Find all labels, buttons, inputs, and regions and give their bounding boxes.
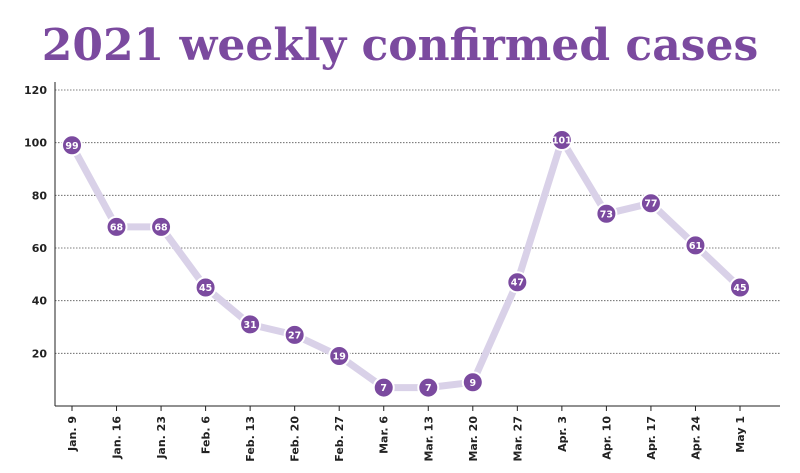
data-point-15: [729, 276, 751, 299]
data-point-4: [239, 313, 262, 336]
data-point-14: [684, 234, 707, 257]
x-tick-label-0: Jan. 9: [66, 416, 79, 452]
data-label-8: 7: [425, 383, 432, 394]
y-tick-label-40: 40: [32, 295, 48, 308]
data-label-6: 19: [333, 351, 346, 362]
series-line: [68, 136, 744, 392]
x-tick-label-8: Mar. 13: [422, 416, 435, 462]
x-tick-label-4: Feb. 13: [244, 416, 257, 462]
y-tick-label-60: 60: [32, 242, 48, 255]
x-tick-label-14: Apr. 24: [689, 416, 702, 460]
data-point-1: [105, 215, 128, 238]
data-point-5: [283, 323, 306, 346]
x-tick-label-2: Jan. 23: [155, 416, 168, 460]
data-label-10: 47: [511, 278, 524, 289]
y-tick-label-100: 100: [24, 137, 47, 150]
data-label-1: 68: [110, 222, 124, 233]
data-point-11: [550, 129, 573, 152]
data-point-10: [506, 271, 529, 294]
data-label-0: 99: [65, 141, 78, 152]
data-label-3: 45: [199, 283, 212, 294]
data-point-0: [61, 134, 83, 157]
x-tick-label-15: May 1: [734, 416, 747, 453]
data-point-8: [417, 376, 440, 399]
data-point-6: [328, 344, 351, 367]
y-tick-label-80: 80: [32, 189, 48, 202]
data-label-14: 61: [689, 241, 702, 252]
x-tick-label-10: Mar. 27: [511, 416, 524, 462]
data-label-13: 77: [644, 199, 657, 210]
data-label-9: 9: [469, 378, 476, 389]
x-tick-label-6: Feb. 27: [333, 416, 346, 462]
axes: [54, 82, 780, 411]
x-tick-label-3: Feb. 6: [200, 416, 213, 454]
data-point-3: [194, 276, 217, 299]
data-point-2: [150, 215, 173, 238]
data-label-12: 73: [600, 209, 613, 220]
x-tick-label-11: Apr. 3: [556, 416, 569, 452]
y-tick-label-120: 120: [24, 84, 47, 97]
x-tick-labels: Jan. 9 Jan. 16 Jan. 23 Feb. 6 Feb. 13 Feb. 20…: [66, 416, 747, 462]
data-point-7: [372, 376, 395, 399]
data-label-2: 68: [154, 222, 168, 233]
data-label-11: 101: [552, 136, 572, 147]
x-tick-label-12: Apr. 10: [600, 416, 613, 460]
x-tick-label-1: Jan. 16: [111, 416, 124, 460]
data-label-4: 31: [244, 320, 257, 331]
chart-title: 2021 weekly confirmed cases: [41, 20, 759, 71]
data-point-13: [639, 192, 662, 215]
y-tick-labels: 20 40 60 80 100 120: [24, 84, 47, 360]
series-cases: [68, 136, 744, 392]
y-tick-label-20: 20: [32, 347, 48, 360]
x-tick-label-13: Apr. 17: [645, 416, 658, 460]
data-label-5: 27: [288, 330, 301, 341]
x-tick-label-7: Mar. 6: [378, 416, 391, 454]
data-label-7: 7: [380, 383, 387, 394]
data-point-9: [461, 371, 484, 394]
x-tick-label-9: Mar. 20: [467, 416, 480, 462]
data-point-12: [595, 202, 618, 225]
x-tick-label-5: Feb. 20: [289, 416, 302, 462]
data-label-15: 45: [733, 283, 746, 294]
